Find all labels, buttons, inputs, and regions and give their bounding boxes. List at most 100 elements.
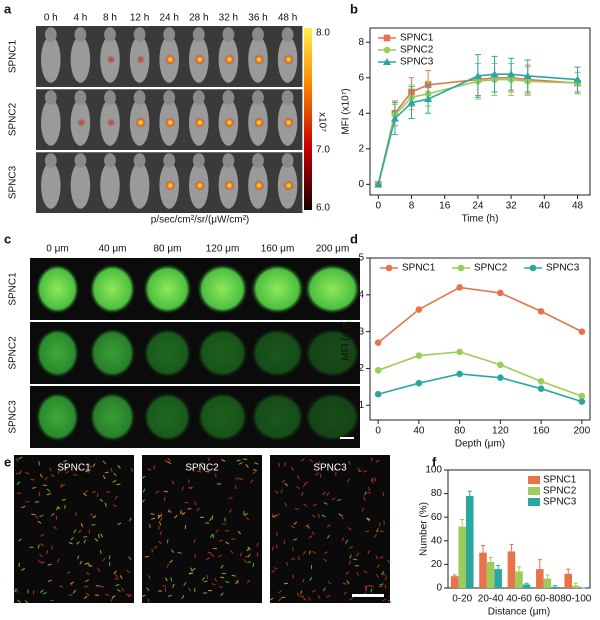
fiber [244, 555, 250, 558]
fiber [207, 551, 212, 554]
x-tick-label: 8 [409, 201, 415, 212]
fiber [39, 514, 44, 518]
fiber [347, 527, 352, 531]
fiber [92, 515, 97, 519]
point [573, 75, 582, 83]
y-tick-label: 4 [358, 289, 364, 300]
fiber [341, 537, 345, 542]
y-tick-label: 6 [358, 72, 364, 83]
fiber [252, 562, 255, 568]
fiber [375, 555, 378, 560]
mouse-head [74, 27, 87, 42]
fiber [375, 460, 380, 463]
fiber [384, 576, 388, 581]
bar [551, 586, 559, 588]
mouse-head [133, 27, 146, 42]
fiber [164, 459, 169, 463]
fiber [121, 587, 124, 592]
mouse [70, 36, 91, 83]
fiber [40, 561, 45, 564]
fiber [367, 549, 371, 554]
mouse [70, 162, 91, 209]
fiber [18, 456, 23, 460]
fiber [326, 524, 331, 528]
fiber [366, 584, 371, 588]
fiber [250, 479, 254, 484]
point [456, 348, 463, 356]
fiber [112, 480, 117, 483]
fiber [343, 591, 347, 595]
spheroid [143, 264, 192, 314]
fiber [234, 484, 237, 489]
fiber [315, 472, 319, 476]
bar [486, 562, 495, 588]
fiber [167, 510, 172, 513]
mouse-head [252, 153, 264, 168]
legend-label: SPNC3 [543, 497, 577, 508]
time-label: 8 h [103, 13, 117, 24]
fiber [21, 505, 26, 509]
fiber [39, 473, 43, 478]
y-tick-label: 20 [431, 559, 443, 570]
fiber [349, 554, 352, 559]
time-label: 24 h [159, 13, 178, 24]
fiber [179, 509, 182, 515]
mouse [100, 162, 120, 209]
fiber [375, 574, 380, 578]
mouse [41, 99, 61, 146]
fiber [104, 502, 107, 507]
mouse-head [281, 27, 294, 42]
fiber [302, 550, 307, 555]
fiber [141, 475, 146, 479]
fiber [379, 583, 384, 586]
row-label: SPNC2 [8, 102, 19, 136]
fiber [66, 571, 71, 575]
fiber [381, 573, 386, 576]
mouse-head [104, 27, 116, 42]
fiber [167, 457, 171, 462]
fiber [336, 498, 342, 502]
depth-label: 160 μm [261, 244, 295, 255]
fiber [114, 495, 118, 500]
depth-label: 40 μm [99, 244, 127, 255]
fiber [379, 530, 384, 533]
legend-label: SPNC3 [400, 57, 434, 68]
fiber [358, 470, 363, 473]
fiber [146, 587, 150, 592]
signal [107, 118, 115, 127]
spheroid [143, 392, 192, 442]
point [415, 379, 423, 387]
spheroid [250, 392, 305, 442]
error-bar [545, 574, 550, 579]
error-bar [481, 545, 486, 553]
fiber [300, 590, 303, 595]
point [578, 328, 586, 335]
fiber [317, 594, 321, 599]
fiber [148, 574, 151, 580]
signal [254, 180, 264, 191]
fiber [16, 457, 19, 462]
fiber [215, 529, 219, 533]
fiber [292, 574, 294, 579]
fiber [322, 587, 326, 592]
mouse-head [44, 153, 57, 168]
bar [564, 573, 573, 588]
x-tick-label: 160 [533, 426, 550, 437]
fiber [84, 489, 88, 494]
x-tick-label: 0-20 [452, 594, 472, 605]
fiber [102, 557, 106, 562]
fiber [171, 480, 175, 485]
fiber [349, 597, 354, 601]
plot-frame [369, 27, 591, 196]
time-label: 4 h [73, 13, 87, 24]
point [456, 370, 463, 378]
x-tick-label: 24 [472, 201, 484, 212]
fiber [47, 563, 52, 566]
mouse-head [104, 90, 116, 105]
fiber [210, 553, 215, 558]
fiber [174, 514, 178, 519]
fiber [237, 530, 242, 535]
fiber [53, 525, 57, 530]
fiber [111, 595, 116, 599]
fiber [193, 553, 197, 558]
